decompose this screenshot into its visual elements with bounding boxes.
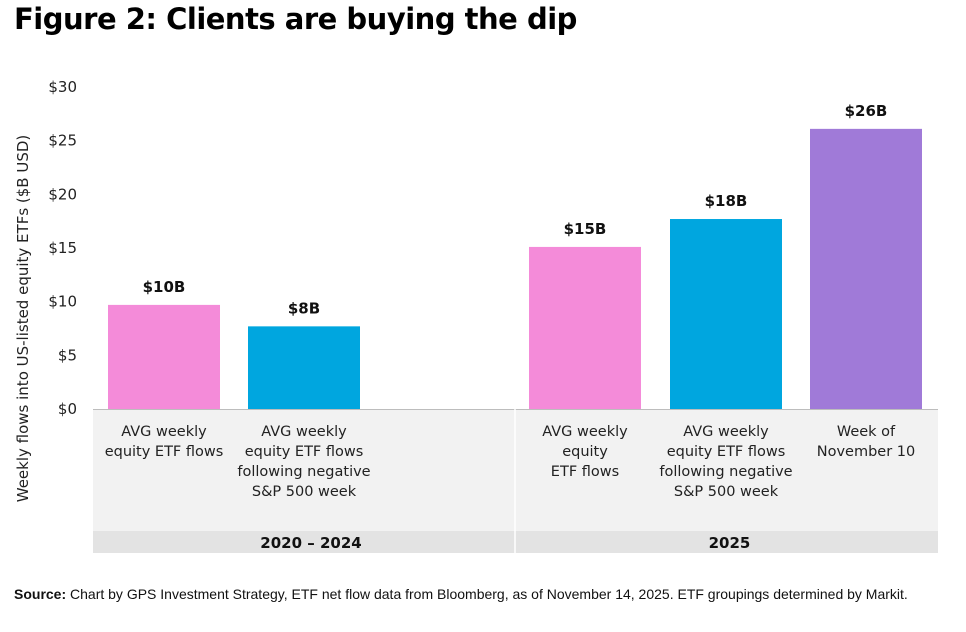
category-label: Week of xyxy=(837,424,896,440)
y-tick-label: $10 xyxy=(48,293,77,311)
category-label: equity ETF flows xyxy=(245,444,364,460)
bar xyxy=(248,326,360,409)
chart-title: Figure 2: Clients are buying the dip xyxy=(14,2,577,36)
source-label: Source: xyxy=(14,586,67,602)
data-label: $18B xyxy=(705,192,748,210)
category-label: equity ETF flows xyxy=(105,444,224,460)
bar xyxy=(529,246,641,409)
bar xyxy=(670,219,782,409)
category-label: following negative xyxy=(237,464,370,480)
group-label: 2025 xyxy=(709,534,751,552)
group-bands xyxy=(93,409,938,553)
y-axis-label-group: Weekly flows into US-listed equity ETFs … xyxy=(14,135,32,503)
y-axis-label: Weekly flows into US-listed equity ETFs … xyxy=(14,135,32,503)
category-label: following negative xyxy=(659,464,792,480)
data-labels: $10B $8B $15B $18B $26B xyxy=(143,102,888,317)
category-label: November 10 xyxy=(817,444,916,460)
data-label: $26B xyxy=(845,102,888,120)
category-label: AVG weekly xyxy=(261,424,347,440)
y-tick-label: $5 xyxy=(58,346,77,364)
category-label: ETF flows xyxy=(551,464,619,480)
y-tick-label: $15 xyxy=(48,239,77,257)
category-label: AVG weekly xyxy=(121,424,207,440)
group-label: 2020 – 2024 xyxy=(260,534,361,552)
source-text: Chart by GPS Investment Strategy, ETF ne… xyxy=(70,586,908,602)
y-tick-label: $20 xyxy=(48,185,77,203)
bar xyxy=(108,304,220,409)
category-label: AVG weekly xyxy=(542,424,628,440)
y-tick-label: $0 xyxy=(58,400,77,418)
category-label: S&P 500 week xyxy=(252,484,357,500)
data-label: $10B xyxy=(143,278,186,296)
data-label: $15B xyxy=(564,220,607,238)
y-axis-ticks: $0 $5 $10 $15 $20 $25 $30 xyxy=(48,78,77,418)
category-label: S&P 500 week xyxy=(674,484,779,500)
bar-chart: Weekly flows into US-listed equity ETFs … xyxy=(14,78,938,553)
bar xyxy=(810,128,922,410)
data-label: $8B xyxy=(288,299,320,317)
bars xyxy=(108,128,922,410)
category-label: AVG weekly xyxy=(683,424,769,440)
y-tick-label: $25 xyxy=(48,132,77,150)
category-labels: AVG weekly equity ETF flows AVG weekly equi… xyxy=(105,424,916,552)
y-tick-label: $30 xyxy=(48,78,77,96)
source-note: Source: Chart by GPS Investment Strategy… xyxy=(14,583,944,605)
category-label: equity xyxy=(562,444,608,460)
category-label: equity ETF flows xyxy=(667,444,786,460)
